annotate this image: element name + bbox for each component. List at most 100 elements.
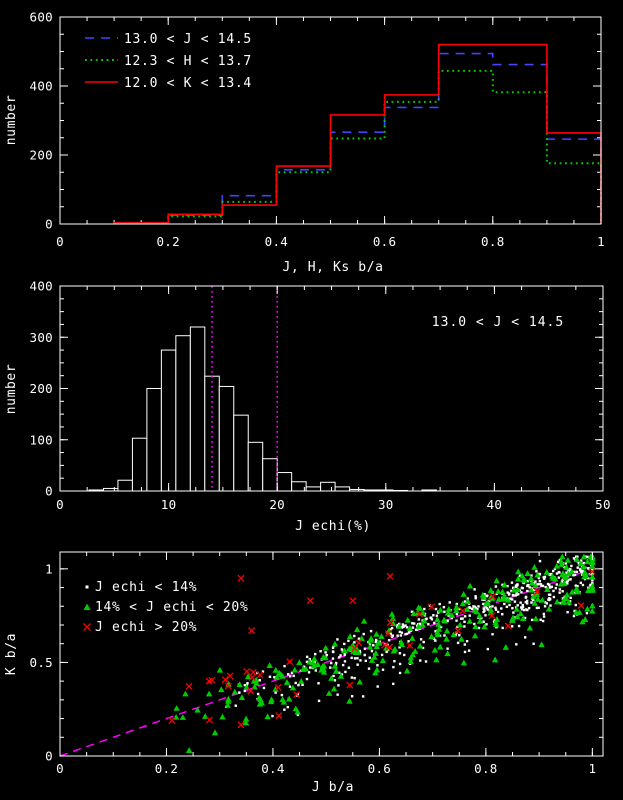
histogram-bar [117,479,133,492]
scatter-point-triangle [173,704,180,711]
scatter-point-dot [389,628,392,631]
scatter-point-x [488,612,496,620]
scatter-point-dot [347,639,350,643]
scatter-point-dot [548,593,552,596]
y-tick-label: 0 [45,749,53,764]
scatter-point-triangle [389,615,397,622]
scatter-point-triangle [352,649,359,656]
scatter-point-dot [470,607,474,610]
scatter-point-dot [398,652,402,655]
scatter-point-triangle [527,575,535,581]
x-tick-label: 0.2 [156,234,179,249]
histogram-bar [247,441,264,492]
histogram-bar [233,414,249,492]
scatter-point-dot [460,617,463,620]
scatter-point-triangle [585,587,592,593]
legend-label-k: 12.0 < K < 13.4 [124,76,252,91]
scatter-point-triangle [373,630,380,637]
y-tick-label: 0 [45,217,53,232]
scatter-point-dot [579,568,582,572]
scatter-point-dot [548,573,552,577]
scatter-point-triangle [472,623,479,630]
panel-middle-histogram: 0 10 20 30 40 50 0 100 200 300 400 number J echi(%… [4,279,611,535]
scatter-point-dot [443,610,446,613]
scatter-point-dot [550,585,554,588]
middle-histogram-bars [88,326,437,492]
scatter-point-dot [524,595,528,599]
scatter-point-x [351,645,359,653]
scatter-point-triangle [484,599,491,606]
y-tick-label: 0 [45,484,53,499]
x-tick-label: 40 [487,497,503,512]
scatter-point-dot [392,665,395,669]
scatter-point-triangle [346,633,354,640]
step-histogram-dotted [113,69,602,225]
scatter-point-dot [286,705,289,709]
scatter-point-dot [496,610,500,614]
scatter-point-dot [582,561,586,565]
scatter-point-triangle [289,684,297,691]
scatter-point-dot [288,675,292,678]
scatter-point-dot [314,669,317,672]
scatter-point-triangle [492,619,499,625]
scatter-point-triangle [519,615,527,621]
scatter-point-dot [398,662,402,666]
scatter-point-triangle [275,669,283,676]
scatter-point-triangle [557,580,565,587]
scatter-point-dot [580,570,583,573]
scatter-point-dot [521,605,525,609]
scatter-point-triangle [589,573,596,580]
scatter-point-dot [407,640,410,643]
scatter-point-x [237,721,245,729]
scatter-point-triangle [194,706,201,713]
scatter-point-dot [238,691,241,694]
histogram-bar [218,385,235,492]
scatter-point-triangle [526,624,534,631]
scatter-point-triangle [559,553,566,560]
scatter-point-dot [565,580,568,584]
bottom-x-axis-label: J b/a [312,780,354,795]
scatter-point-triangle [564,556,572,563]
scatter-point-triangle [494,588,502,594]
scatter-point-x [381,641,389,649]
scatter-point-dot [433,621,436,625]
y-tick-label: 600 [30,10,53,25]
scatter-point-triangle [373,643,380,650]
scatter-point-dot [486,608,490,611]
scatter-point-triangle [310,662,318,669]
scatter-point-triangle [443,627,451,634]
scatter-point-dot [296,713,300,717]
scatter-point-dot [484,605,487,608]
scatter-point-dot [513,600,517,603]
scatter-point-triangle [372,669,379,676]
scatter-point-triangle [256,694,263,701]
scatter-point-triangle [279,696,286,703]
scatter-point-dot [520,591,523,594]
scatter-point-dot [368,656,371,659]
x-tick-label: 1 [597,234,605,249]
scatter-point-triangle [379,657,387,664]
scatter-point-dot [396,623,399,627]
x-tick-label: 20 [269,497,285,512]
scatter-point-x [489,593,497,600]
scatter-point-dot [535,570,538,573]
scatter-point-dot [356,657,359,660]
scatter-point-x [286,658,294,666]
scatter-point-x [237,574,245,582]
x-tick-label: 0.8 [474,761,497,776]
scatter-point-dot [555,583,558,586]
scatter-point-dot [463,615,467,618]
x-tick-label: 0.6 [373,234,396,249]
scatter-point-x [249,668,257,676]
histogram-bar [204,375,220,492]
scatter-point-dot [494,606,497,610]
scatter-point-triangle [466,582,474,589]
scatter-point-triangle [584,605,591,612]
scatter-points [168,553,596,753]
scatter-point-dot [565,571,568,574]
scatter-point-dot [491,605,494,608]
scatter-point-dot [256,692,260,696]
scatter-point-triangle [330,685,338,692]
scatter-point-dot [506,584,509,588]
scatter-point-triangle [298,678,305,684]
